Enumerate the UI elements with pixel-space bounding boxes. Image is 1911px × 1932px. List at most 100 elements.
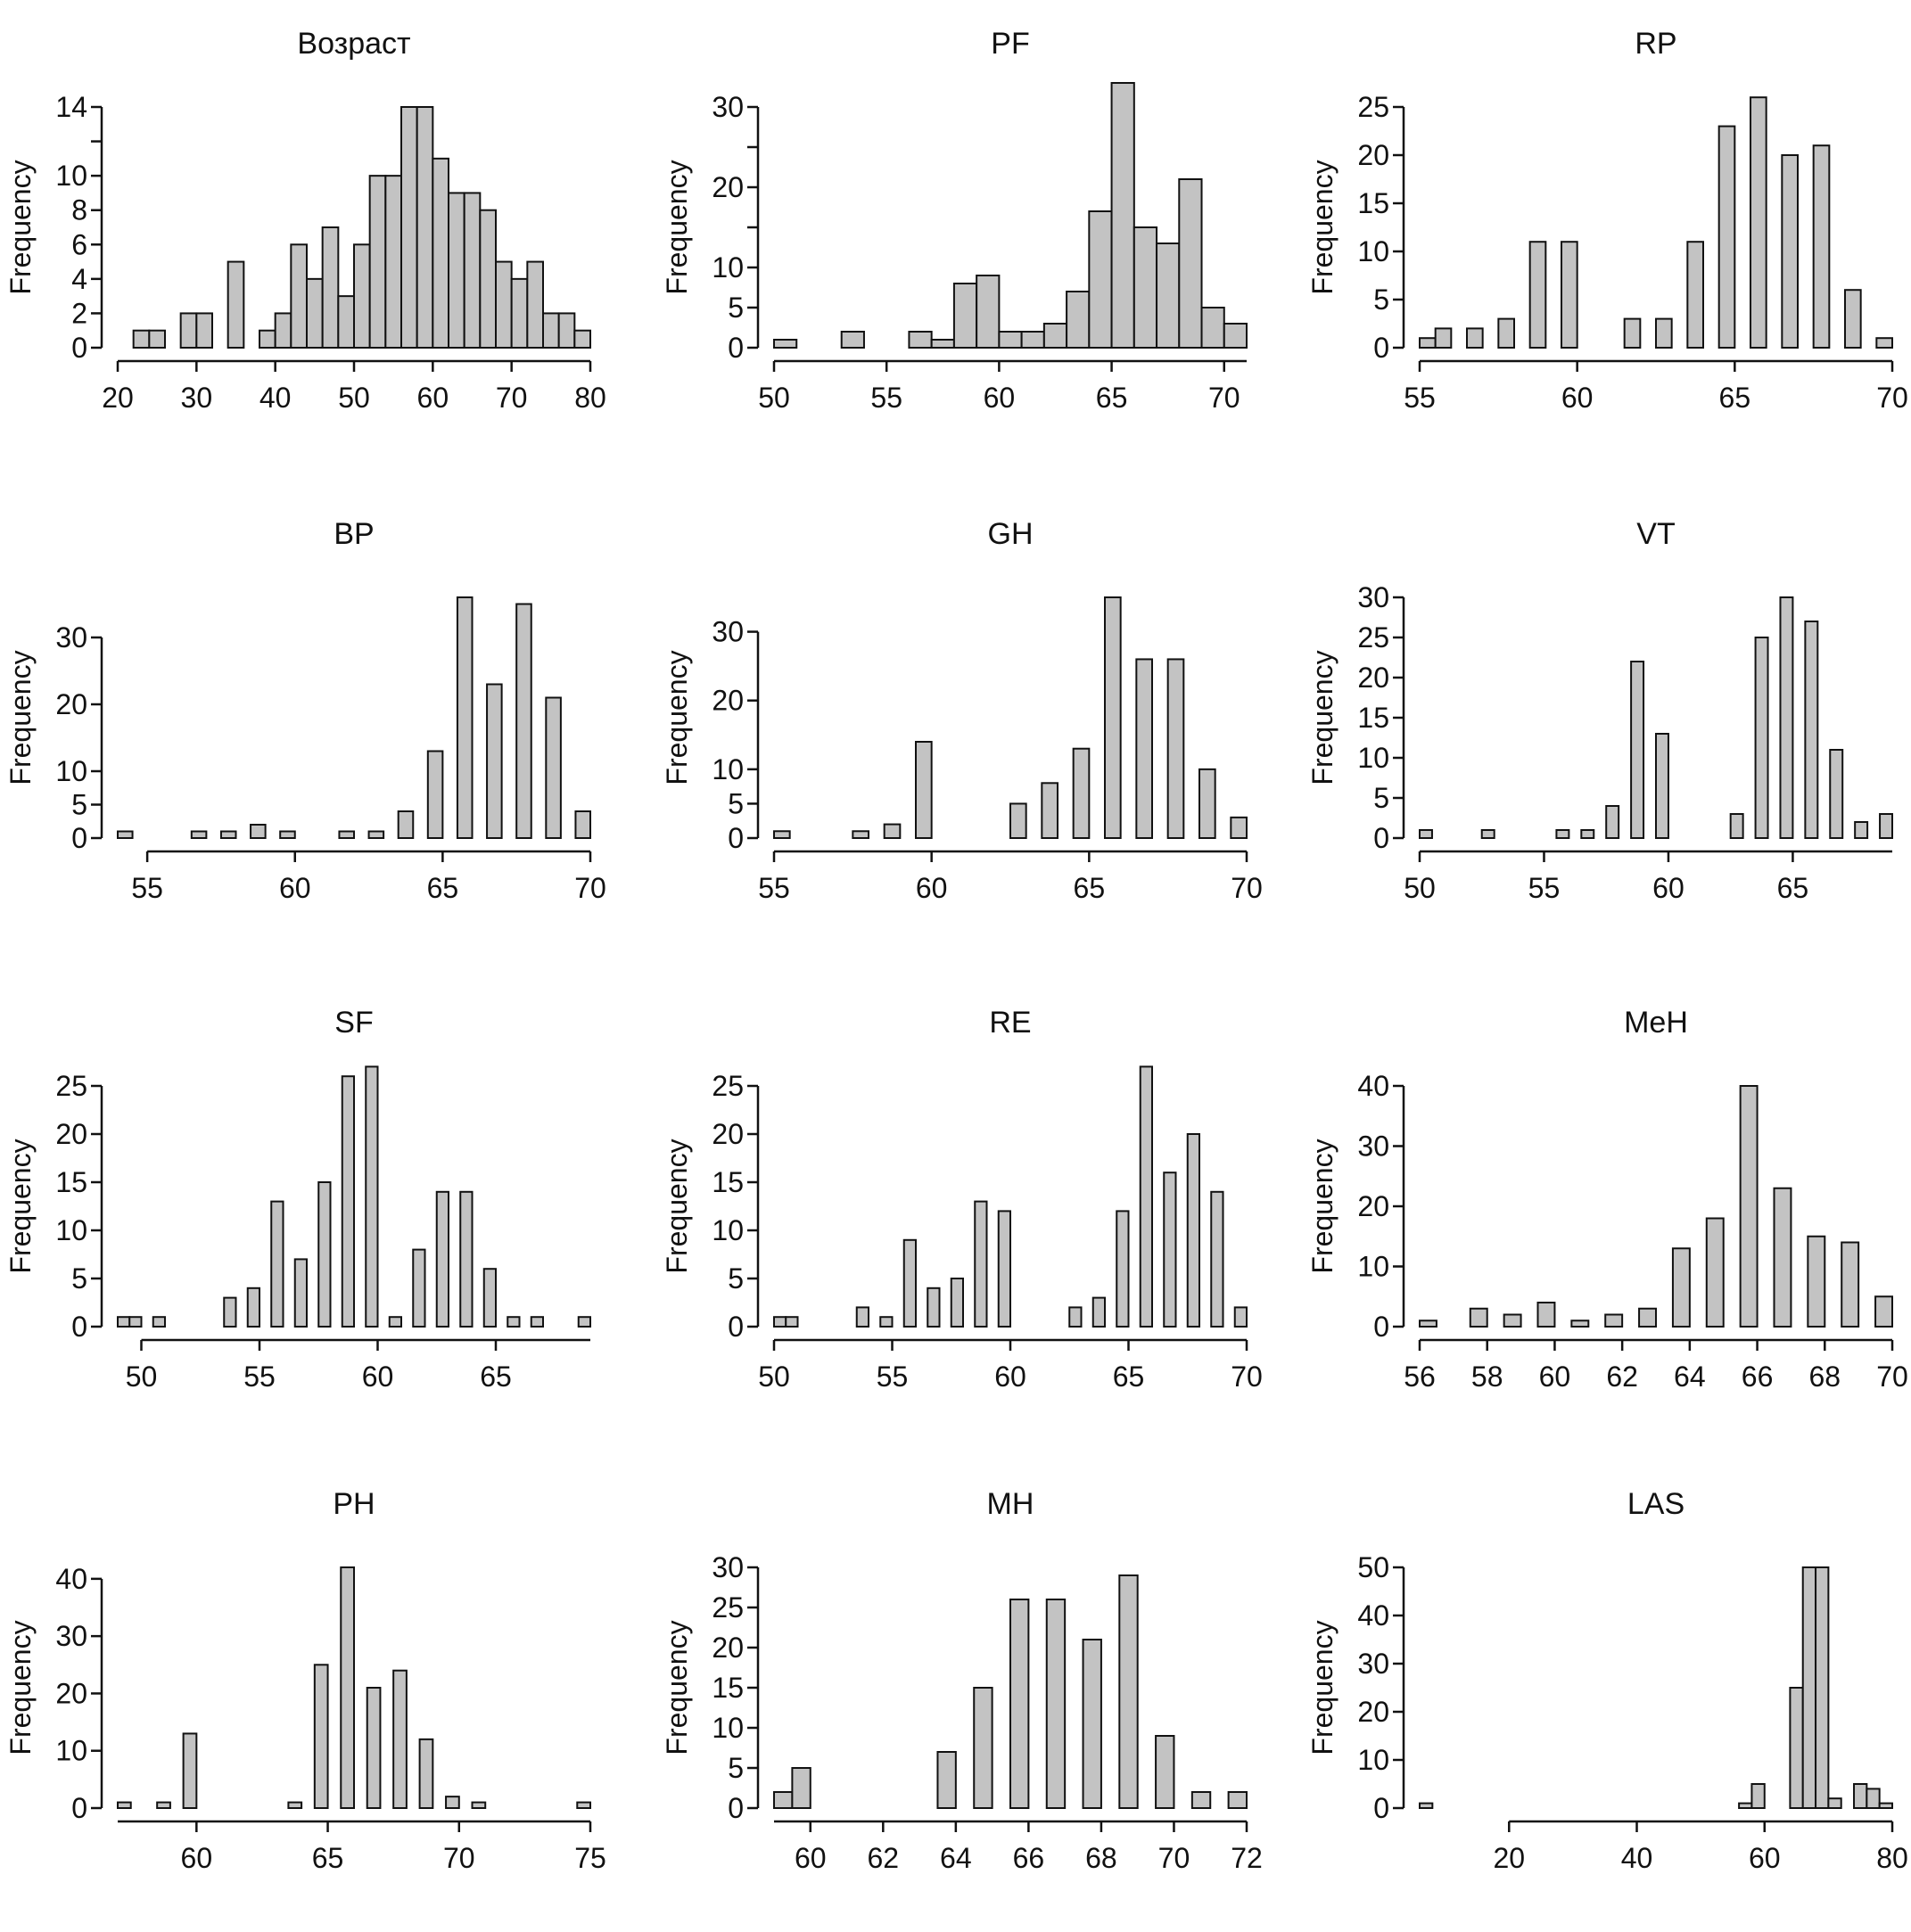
histogram-bar (1072, 747, 1091, 840)
histogram-bar (400, 106, 418, 349)
histogram-bar (482, 1268, 497, 1328)
x-tick-label: 56 (1404, 1361, 1436, 1393)
panel-title: MeH (1624, 1006, 1688, 1040)
x-tick-label: 75 (574, 1842, 606, 1874)
y-tick-label: 10 (1357, 1251, 1389, 1283)
y-tick-label: 10 (55, 160, 87, 192)
x-tick-label: 55 (870, 382, 902, 414)
y-tick-label: 15 (55, 1166, 87, 1198)
histogram-bar (997, 1210, 1011, 1328)
x-tick-label: 64 (940, 1842, 972, 1874)
histogram-bar (515, 603, 532, 839)
histogram-bar (148, 329, 166, 349)
histogram-bar (1041, 782, 1059, 839)
histogram-panel: PH 0 10 20 30 40 Frequency 60 65 70 75 (4, 1487, 606, 1874)
histogram-bar (463, 192, 482, 349)
histogram-bar (1480, 829, 1495, 839)
histogram-bar (1561, 241, 1578, 349)
y-tick-label: 4 (71, 263, 87, 295)
histogram-bar (1110, 82, 1135, 349)
x-tick-label: 70 (1876, 382, 1908, 414)
histogram-bar (366, 1687, 382, 1809)
histogram-bar (128, 1316, 143, 1328)
x-tick-label: 70 (443, 1842, 475, 1874)
y-tick-label: 8 (71, 194, 87, 226)
x-tick-label: 72 (1231, 1842, 1263, 1874)
y-axis-label: Frequency (4, 160, 37, 294)
histogram-bar (435, 1190, 449, 1328)
x-tick-label: 70 (496, 382, 528, 414)
y-axis-label: Frequency (661, 1139, 693, 1273)
histogram-bar (287, 1801, 303, 1809)
histogram-bar (250, 824, 267, 839)
histogram-bar (998, 331, 1023, 349)
histogram-bar (1773, 1187, 1792, 1328)
y-tick-label: 10 (712, 1712, 744, 1744)
y-tick-label: 0 (71, 332, 87, 364)
histogram-bar (397, 810, 415, 839)
histogram-bar (1042, 323, 1068, 349)
histogram-bar (1178, 178, 1203, 349)
histogram-bar (1750, 1783, 1766, 1809)
histogram-bar (1655, 317, 1673, 349)
histogram-bar (1866, 1788, 1881, 1810)
histogram-bar (1844, 289, 1862, 349)
y-tick-label: 20 (712, 1632, 744, 1664)
histogram-bar (773, 1316, 787, 1328)
y-tick-label: 10 (712, 753, 744, 785)
y-tick-label: 0 (71, 1311, 87, 1343)
y-tick-label: 20 (55, 688, 87, 720)
histogram-bar (341, 1075, 355, 1328)
histogram-bar (1200, 307, 1225, 349)
y-tick-label: 30 (55, 621, 87, 654)
x-tick-label: 55 (758, 872, 790, 904)
y-tick-label: 30 (712, 1551, 744, 1583)
x-tick-label: 64 (1674, 1361, 1706, 1393)
histogram-bar (973, 1687, 993, 1809)
histogram-bar (936, 1751, 957, 1809)
y-tick-label: 20 (1357, 139, 1389, 171)
y-tick-label: 40 (55, 1563, 87, 1595)
x-tick-label: 20 (102, 382, 134, 414)
y-tick-label: 30 (55, 1620, 87, 1652)
histogram-bar (1419, 829, 1433, 839)
histogram-bar (1166, 658, 1185, 840)
histogram-bar (1210, 1190, 1224, 1328)
histogram-bar (1815, 1566, 1830, 1809)
histogram-bar (1638, 1307, 1657, 1328)
x-tick-label: 55 (877, 1361, 909, 1393)
histogram-bar (1789, 1687, 1804, 1809)
y-tick-label: 20 (55, 1118, 87, 1150)
y-tick-label: 20 (712, 171, 744, 203)
x-tick-label: 58 (1471, 1361, 1503, 1393)
histogram-bar (1066, 291, 1091, 349)
histogram-bar (156, 1801, 171, 1809)
histogram-bar (927, 1287, 941, 1328)
x-tick-label: 65 (1719, 382, 1751, 414)
histogram-bar (223, 1296, 237, 1328)
y-tick-label: 0 (1373, 1792, 1389, 1824)
y-tick-label: 0 (71, 1792, 87, 1824)
histogram-bar (471, 1801, 487, 1809)
x-tick-label: 55 (131, 872, 163, 904)
histogram-panel: LAS 0 10 20 30 40 50 Frequency 20 40 60 80 (1306, 1487, 1908, 1874)
x-tick-label: 60 (1749, 1842, 1781, 1874)
histogram-bar (577, 1316, 591, 1328)
histogram-bar (1655, 733, 1669, 839)
y-tick-label: 15 (712, 1672, 744, 1704)
y-tick-label: 5 (728, 1752, 744, 1784)
histogram-bar (1807, 1235, 1826, 1328)
histogram-bar (1082, 1639, 1102, 1809)
panel-title: RP (1635, 27, 1676, 61)
y-tick-label: 25 (1357, 621, 1389, 654)
x-tick-label: 50 (758, 1361, 790, 1393)
histogram-bar (1009, 1599, 1030, 1809)
histogram-panel: MH 0 5 10 15 20 25 30 Frequency 60 62 64 66 68 70 72 (661, 1487, 1263, 1874)
histogram-bar (479, 209, 497, 349)
y-tick-label: 0 (1373, 1311, 1389, 1343)
histogram-bar (1605, 805, 1620, 839)
histogram-bar (545, 696, 562, 839)
histogram-bar (1503, 1313, 1522, 1328)
y-tick-label: 0 (728, 822, 744, 854)
